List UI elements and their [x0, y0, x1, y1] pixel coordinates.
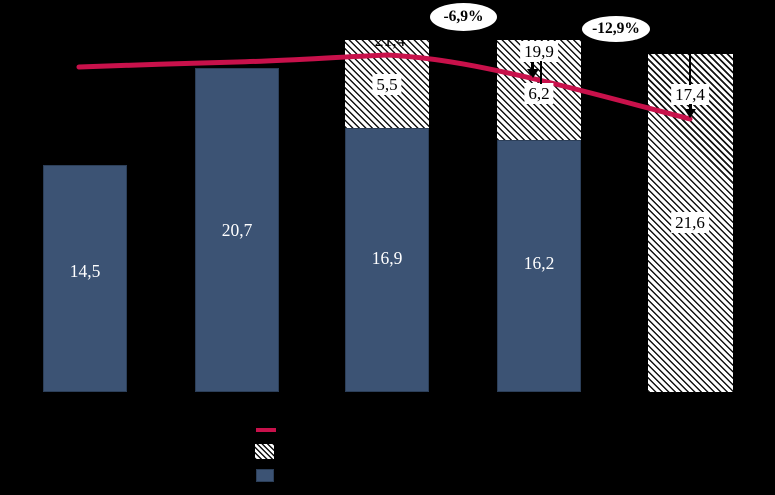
leader-line — [540, 61, 542, 84]
bar-4-solid-segment — [497, 140, 581, 392]
bar-1-solid-segment — [43, 165, 127, 392]
bar-1-value-label: 14,5 — [69, 261, 101, 281]
bar-2-solid-segment — [195, 68, 279, 392]
down-arrow-icon — [526, 69, 539, 78]
bar-5-line-value-label: 17,4 — [671, 84, 709, 105]
bar-3-hatch-value-label: 5,5 — [372, 74, 402, 95]
bar-4-blue-value-label: 16,2 — [523, 253, 555, 273]
bar-2-value-label: 20,7 — [221, 220, 253, 240]
bar-3-solid-segment — [345, 128, 429, 392]
down-arrow-icon — [684, 109, 696, 118]
bar-4-hatch-value-label: 6,2 — [524, 83, 554, 104]
legend-blue-swatch — [256, 469, 274, 482]
legend-hatched-swatch — [255, 444, 274, 459]
down-arrow-icon — [531, 62, 534, 70]
bar-3-line-value-label: 21,4 — [374, 30, 406, 50]
down-arrow-icon — [688, 104, 692, 110]
bar-5-hatch-value-label: 21,6 — [671, 212, 709, 233]
pct-change-bubble-2: -12,9% — [582, 16, 650, 42]
bar-4-line-value-label: 19,9 — [520, 41, 558, 62]
pct-change-bubble-1: -6,9% — [430, 3, 497, 31]
leader-line — [689, 54, 691, 85]
legend-trend-line-swatch — [256, 428, 276, 432]
bar-3-blue-value-label: 16,9 — [371, 248, 403, 268]
